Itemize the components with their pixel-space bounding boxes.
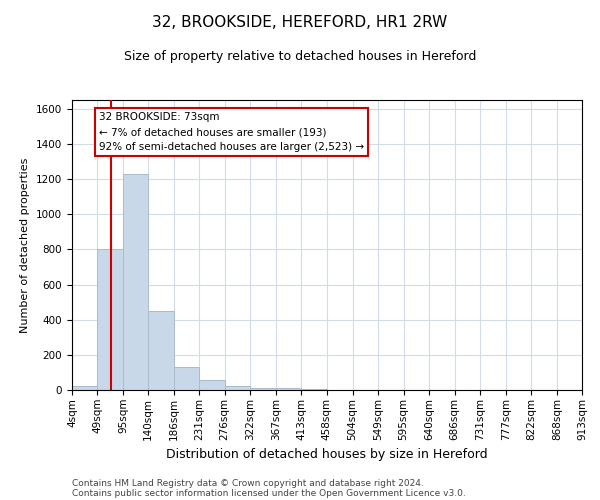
Y-axis label: Number of detached properties: Number of detached properties [20, 158, 31, 332]
Bar [123, 174, 148, 390]
Text: 32, BROOKSIDE, HEREFORD, HR1 2RW: 32, BROOKSIDE, HEREFORD, HR1 2RW [152, 15, 448, 30]
Text: Contains public sector information licensed under the Open Government Licence v3: Contains public sector information licen… [72, 488, 466, 498]
Bar [72, 386, 97, 390]
Text: 32 BROOKSIDE: 73sqm
← 7% of detached houses are smaller (193)
92% of semi-detach: 32 BROOKSIDE: 73sqm ← 7% of detached hou… [99, 112, 364, 152]
Text: Contains HM Land Registry data © Crown copyright and database right 2024.: Contains HM Land Registry data © Crown c… [72, 478, 424, 488]
Bar [148, 311, 174, 390]
Bar [250, 388, 275, 390]
Bar [224, 386, 250, 390]
Text: Size of property relative to detached houses in Hereford: Size of property relative to detached ho… [124, 50, 476, 63]
X-axis label: Distribution of detached houses by size in Hereford: Distribution of detached houses by size … [166, 448, 488, 461]
Bar [97, 250, 123, 390]
Bar [199, 380, 224, 390]
Bar [174, 367, 199, 390]
Bar [275, 388, 301, 390]
Bar [301, 389, 327, 390]
